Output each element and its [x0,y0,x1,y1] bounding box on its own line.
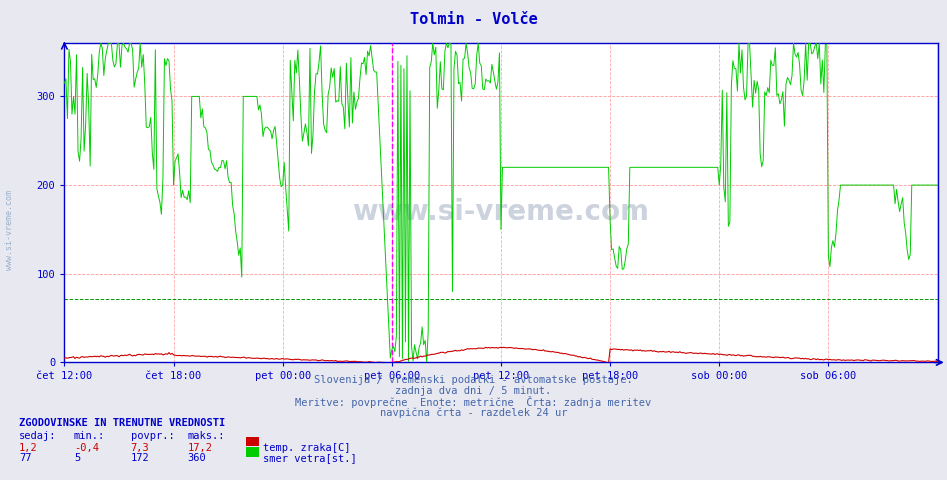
Text: zadnja dva dni / 5 minut.: zadnja dva dni / 5 minut. [396,386,551,396]
Text: maks.:: maks.: [188,431,225,441]
Text: 7,3: 7,3 [131,443,150,453]
Text: povpr.:: povpr.: [131,431,174,441]
Text: 360: 360 [188,453,206,463]
Text: -0,4: -0,4 [74,443,98,453]
Text: 17,2: 17,2 [188,443,212,453]
Text: www.si-vreme.com: www.si-vreme.com [5,191,14,270]
Text: temp. zraka[C]: temp. zraka[C] [263,443,350,453]
Text: navpična črta - razdelek 24 ur: navpična črta - razdelek 24 ur [380,407,567,418]
Text: 77: 77 [19,453,31,463]
Text: 1,2: 1,2 [19,443,38,453]
Text: 172: 172 [131,453,150,463]
Text: 5: 5 [74,453,80,463]
Text: www.si-vreme.com: www.si-vreme.com [352,198,650,227]
Text: Tolmin - Volče: Tolmin - Volče [410,12,537,27]
Text: Slovenija / vremenski podatki - avtomatske postaje.: Slovenija / vremenski podatki - avtomats… [314,375,633,385]
Text: min.:: min.: [74,431,105,441]
Text: sedaj:: sedaj: [19,431,57,441]
Text: ZGODOVINSKE IN TRENUTNE VREDNOSTI: ZGODOVINSKE IN TRENUTNE VREDNOSTI [19,418,225,428]
Text: Meritve: povprečne  Enote: metrične  Črta: zadnja meritev: Meritve: povprečne Enote: metrične Črta:… [295,396,652,408]
Text: smer vetra[st.]: smer vetra[st.] [263,453,357,463]
